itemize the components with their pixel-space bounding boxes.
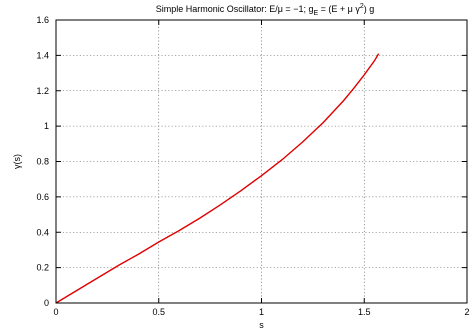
y-tick-label: 0 bbox=[44, 298, 49, 308]
x-axis-label: s bbox=[259, 320, 264, 330]
y-tick-label: 1 bbox=[44, 121, 49, 131]
chart-title: Simple Harmonic Oscillator: E/μ = −1; gE… bbox=[156, 3, 375, 17]
y-tick-label: 0.8 bbox=[36, 157, 49, 167]
title-middle: = (E + μ γ bbox=[318, 4, 360, 14]
title-suffix: ) g bbox=[364, 4, 375, 14]
title-prefix: Simple Harmonic Oscillator: E/μ = −1; g bbox=[156, 4, 314, 14]
y-tick-label: 1.4 bbox=[36, 50, 49, 60]
y-tick-label: 0.6 bbox=[36, 192, 49, 202]
ticks: 0 0.5 1 1.5 2 0 0.2 0.4 0.6 0.8 1 1.2 1.4 1.6 bbox=[36, 15, 469, 317]
x-tick-label: 2 bbox=[464, 307, 469, 317]
title-subscript: E bbox=[313, 10, 318, 17]
grid bbox=[56, 20, 467, 303]
x-tick-label: 0.5 bbox=[152, 307, 165, 317]
y-tick-label: 0.4 bbox=[36, 227, 49, 237]
y-tick-label: 1.6 bbox=[36, 15, 49, 25]
x-tick-label: 1 bbox=[259, 307, 264, 317]
x-tick-label: 1.5 bbox=[358, 307, 371, 317]
y-tick-label: 1.2 bbox=[36, 86, 49, 96]
title-superscript: 2 bbox=[360, 3, 364, 10]
y-tick-label: 0.2 bbox=[36, 263, 49, 273]
series-layer bbox=[55, 53, 380, 304]
x-tick-label: 0 bbox=[53, 307, 58, 317]
series-line bbox=[55, 53, 380, 304]
y-axis-label: γ(s) bbox=[12, 154, 22, 169]
